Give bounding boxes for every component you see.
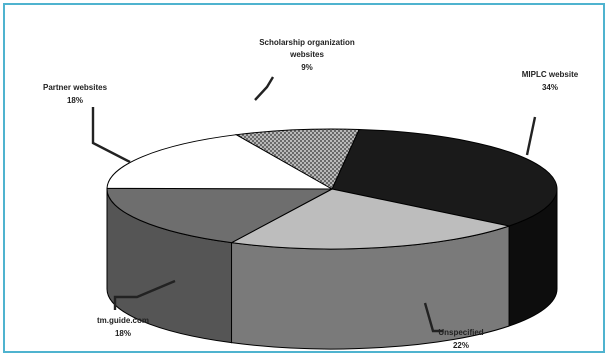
label-scholarship-line1: Scholarship organization xyxy=(259,38,355,47)
label-scholarship-pct: 9% xyxy=(301,63,313,72)
label-scholarship: Scholarship organization websites 9% xyxy=(259,38,355,72)
label-partner-name: Partner websites xyxy=(43,83,108,92)
leader-line-tmguide xyxy=(113,279,176,310)
label-partner: Partner websites 18% xyxy=(43,83,108,105)
label-unspecified-pct: 22% xyxy=(453,341,469,350)
leader-line-miplc xyxy=(525,116,537,156)
slice-scholarship xyxy=(234,128,360,190)
pie-sides xyxy=(106,188,558,350)
leader-line-unspecified xyxy=(423,302,443,333)
chart-frame: MIPLC website 34% Unspecified 22% tm.gui… xyxy=(3,3,605,353)
label-tmguide-name: tm.guide.com xyxy=(97,316,149,325)
slice-miplc xyxy=(331,128,558,227)
slice-unspecified xyxy=(229,188,511,250)
leader-line-partner xyxy=(91,107,131,164)
label-unspecified-name: Unspecified xyxy=(438,328,483,337)
label-miplc-name: MIPLC website xyxy=(522,70,579,79)
label-unspecified: Unspecified 22% xyxy=(438,328,483,350)
leader-lines xyxy=(91,76,537,333)
slice-partner xyxy=(106,134,334,190)
label-partner-pct: 18% xyxy=(67,96,83,105)
slice-tmguide xyxy=(106,187,333,244)
label-miplc: MIPLC website 34% xyxy=(522,70,579,92)
label-scholarship-line2: websites xyxy=(289,50,324,59)
pie-tops xyxy=(106,128,558,250)
label-miplc-pct: 34% xyxy=(542,83,558,92)
leader-line-scholarship xyxy=(254,76,275,101)
label-tmguide: tm.guide.com 18% xyxy=(97,316,149,338)
label-tmguide-pct: 18% xyxy=(115,329,131,338)
pie-chart: MIPLC website 34% Unspecified 22% tm.gui… xyxy=(43,38,579,350)
